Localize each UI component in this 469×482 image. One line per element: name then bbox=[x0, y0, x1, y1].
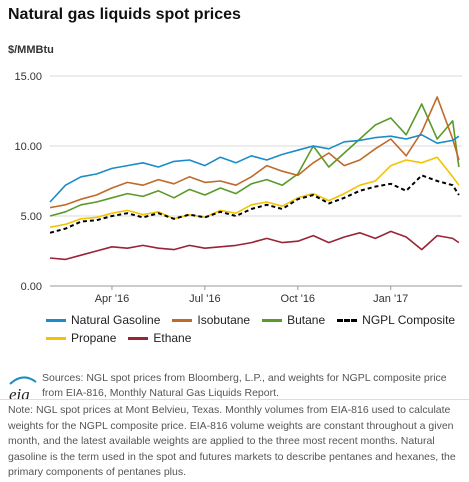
legend-item: Ethane bbox=[128, 331, 191, 345]
legend-item: Isobutane bbox=[172, 313, 250, 327]
y-tick-label: 10.00 bbox=[14, 141, 42, 153]
grid-lines bbox=[50, 75, 462, 287]
line-chart: 0.00 5.00 10.00 15.00 Apr '16 Jul '16 Oct '16… bbox=[14, 71, 462, 305]
legend-row-1: Natural Gasoline Isobutane Butane NGPL Comp… bbox=[46, 311, 456, 329]
legend-item: Propane bbox=[46, 331, 116, 345]
legend-label: Propane bbox=[71, 331, 117, 345]
series-line-butane bbox=[49, 103, 460, 217]
y-tick-label: 15.00 bbox=[14, 71, 42, 83]
series-line-propane bbox=[49, 156, 460, 228]
chart-title: Natural gas liquids spot prices bbox=[8, 6, 241, 23]
sources-text: Sources: NGL spot prices from Bloomberg,… bbox=[42, 372, 447, 399]
y-tick-label: 5.00 bbox=[21, 211, 42, 223]
divider bbox=[0, 399, 469, 400]
series-line-ethane bbox=[49, 230, 460, 261]
x-tick-label: Jan '17 bbox=[373, 293, 408, 305]
legend-swatch bbox=[172, 318, 193, 322]
series-line-ngpl-composite bbox=[49, 174, 460, 234]
series-line-isobutane bbox=[49, 96, 460, 209]
note-text: Note: NGL spot prices at Mont Belvieu, T… bbox=[8, 404, 456, 478]
legend-label: Isobutane bbox=[197, 313, 251, 327]
legend-swatch bbox=[128, 336, 149, 340]
legend-label: NGPL Composite bbox=[362, 313, 456, 327]
y-tick-label: 0.00 bbox=[21, 281, 42, 293]
legend-item: Natural Gasoline bbox=[46, 313, 160, 327]
legend-swatch bbox=[46, 336, 66, 340]
y-tick-labels: 0.00 5.00 10.00 15.00 bbox=[14, 71, 42, 293]
legend-label: Ethane bbox=[153, 331, 192, 345]
x-tick-label: Apr '16 bbox=[95, 293, 130, 305]
x-tick-label: Oct '16 bbox=[281, 293, 316, 305]
y-axis-unit-label: $/MMBtu bbox=[8, 44, 54, 56]
series-line-natural-gasoline bbox=[49, 134, 460, 203]
legend-item: NGPL Composite bbox=[337, 313, 455, 327]
logo-text: eia bbox=[9, 385, 30, 404]
legend-label: Butane bbox=[287, 313, 326, 327]
legend-item: Butane bbox=[262, 313, 325, 327]
x-tick-labels: Apr '16 Jul '16 Oct '16 Jan '17 bbox=[95, 286, 408, 305]
x-tick-label: Jul '16 bbox=[189, 293, 220, 305]
legend: Natural Gasoline Isobutane Butane NGPL Comp… bbox=[46, 311, 456, 347]
legend-row-2: Propane Ethane bbox=[46, 329, 456, 347]
legend-label: Natural Gasoline bbox=[71, 313, 161, 327]
legend-swatch bbox=[262, 318, 283, 322]
legend-swatch bbox=[46, 318, 66, 322]
legend-swatch bbox=[337, 318, 358, 322]
series-lines bbox=[49, 96, 460, 261]
